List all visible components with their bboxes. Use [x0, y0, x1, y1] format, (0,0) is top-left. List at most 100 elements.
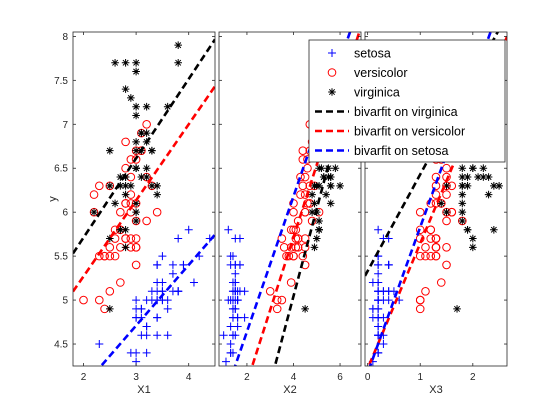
x-tick-label: 2	[470, 372, 476, 383]
fit-line-virginica	[273, 42, 361, 366]
point-setosa	[147, 296, 156, 305]
point-virginica	[137, 129, 146, 137]
point-versicolor	[298, 181, 308, 191]
x-axis-label-x2: X2	[283, 384, 296, 396]
point-setosa	[368, 304, 377, 313]
point-versicolor	[121, 137, 130, 147]
legend-swatch	[328, 49, 336, 57]
point-versicolor	[289, 207, 298, 217]
point-virginica	[174, 41, 182, 49]
point-versicolor	[131, 260, 141, 270]
legend-item: bivarfit on virginica	[315, 105, 458, 119]
point-versicolor	[279, 243, 289, 252]
point-virginica	[317, 164, 326, 173]
legend-label: bivarfit on virginica	[354, 105, 458, 119]
point-setosa	[137, 304, 146, 313]
point-setosa	[374, 260, 383, 269]
axes-frame	[72, 31, 216, 367]
point-virginica	[458, 208, 467, 216]
point-virginica	[463, 182, 472, 190]
point-setosa	[228, 331, 237, 340]
x-axis-label-x3: X3	[429, 384, 442, 396]
point-setosa	[142, 322, 151, 331]
point-virginica	[484, 190, 493, 199]
point-setosa	[379, 313, 388, 322]
point-virginica	[312, 182, 321, 190]
point-setosa	[228, 313, 237, 322]
point-virginica	[116, 225, 125, 234]
point-versicolor	[415, 304, 425, 314]
point-versicolor	[421, 251, 430, 261]
fit-line-setosa	[99, 233, 215, 366]
point-setosa	[163, 331, 172, 340]
legend-label: virginica	[354, 86, 400, 100]
y-tick-label: 5.5	[54, 252, 68, 263]
point-versicolor	[110, 251, 120, 261]
point-versicolor	[116, 278, 125, 287]
point-versicolor	[415, 207, 425, 217]
point-virginica	[301, 305, 309, 313]
point-versicolor	[131, 234, 141, 243]
point-versicolor	[142, 216, 151, 226]
point-setosa	[226, 348, 235, 357]
point-virginica	[315, 225, 323, 234]
legend-box	[308, 39, 506, 163]
point-setosa	[158, 252, 167, 261]
point-virginica	[458, 173, 467, 181]
point-setosa	[142, 331, 151, 340]
point-virginica	[463, 225, 472, 234]
point-setosa	[231, 278, 240, 287]
point-versicolor	[431, 190, 441, 199]
point-virginica	[458, 217, 467, 225]
point-versicolor	[131, 155, 141, 164]
point-virginica	[116, 173, 125, 181]
plot-marks	[73, 38, 215, 366]
point-virginica	[458, 164, 467, 173]
point-versicolor	[277, 234, 287, 243]
x-tick-label: 2	[81, 372, 87, 383]
point-virginica	[121, 243, 130, 252]
x-tick-label: 4	[186, 372, 192, 383]
axes-frame	[218, 31, 362, 367]
point-virginica	[132, 217, 140, 225]
point-setosa	[132, 296, 141, 305]
point-setosa	[233, 322, 242, 331]
point-versicolor	[105, 286, 115, 296]
point-versicolor	[265, 286, 275, 296]
point-setosa	[142, 348, 151, 357]
point-versicolor	[286, 225, 296, 235]
point-setosa	[231, 269, 240, 278]
point-virginica	[490, 225, 498, 234]
point-virginica	[142, 129, 151, 137]
fit-line-versicolor	[367, 36, 507, 366]
point-virginica	[312, 234, 321, 243]
x-tick-label: 2	[244, 372, 250, 383]
y-tick-label: 7.5	[54, 76, 68, 87]
point-virginica	[174, 58, 182, 67]
point-versicolor	[94, 181, 104, 191]
point-versicolor	[105, 243, 115, 252]
point-virginica	[132, 146, 140, 155]
point-versicolor	[415, 225, 425, 235]
point-virginica	[121, 173, 130, 181]
point-versicolor	[415, 295, 425, 305]
point-setosa	[153, 287, 162, 296]
x-tick-label: 6	[337, 372, 343, 383]
point-versicolor	[415, 251, 425, 261]
point-setosa	[374, 225, 383, 234]
point-versicolor	[431, 251, 441, 261]
point-virginica	[142, 164, 151, 173]
point-setosa	[174, 287, 183, 296]
point-versicolor	[296, 190, 305, 199]
point-virginica	[106, 234, 114, 243]
x-tick-label: 3	[133, 372, 139, 383]
point-setosa	[228, 304, 237, 313]
legend-label: versicolor	[354, 66, 408, 80]
point-virginica	[127, 182, 135, 190]
point-virginica	[324, 173, 333, 181]
point-virginica	[163, 102, 172, 111]
point-virginica	[336, 182, 344, 190]
fit-line-versicolor	[73, 85, 215, 293]
point-virginica	[132, 138, 140, 146]
